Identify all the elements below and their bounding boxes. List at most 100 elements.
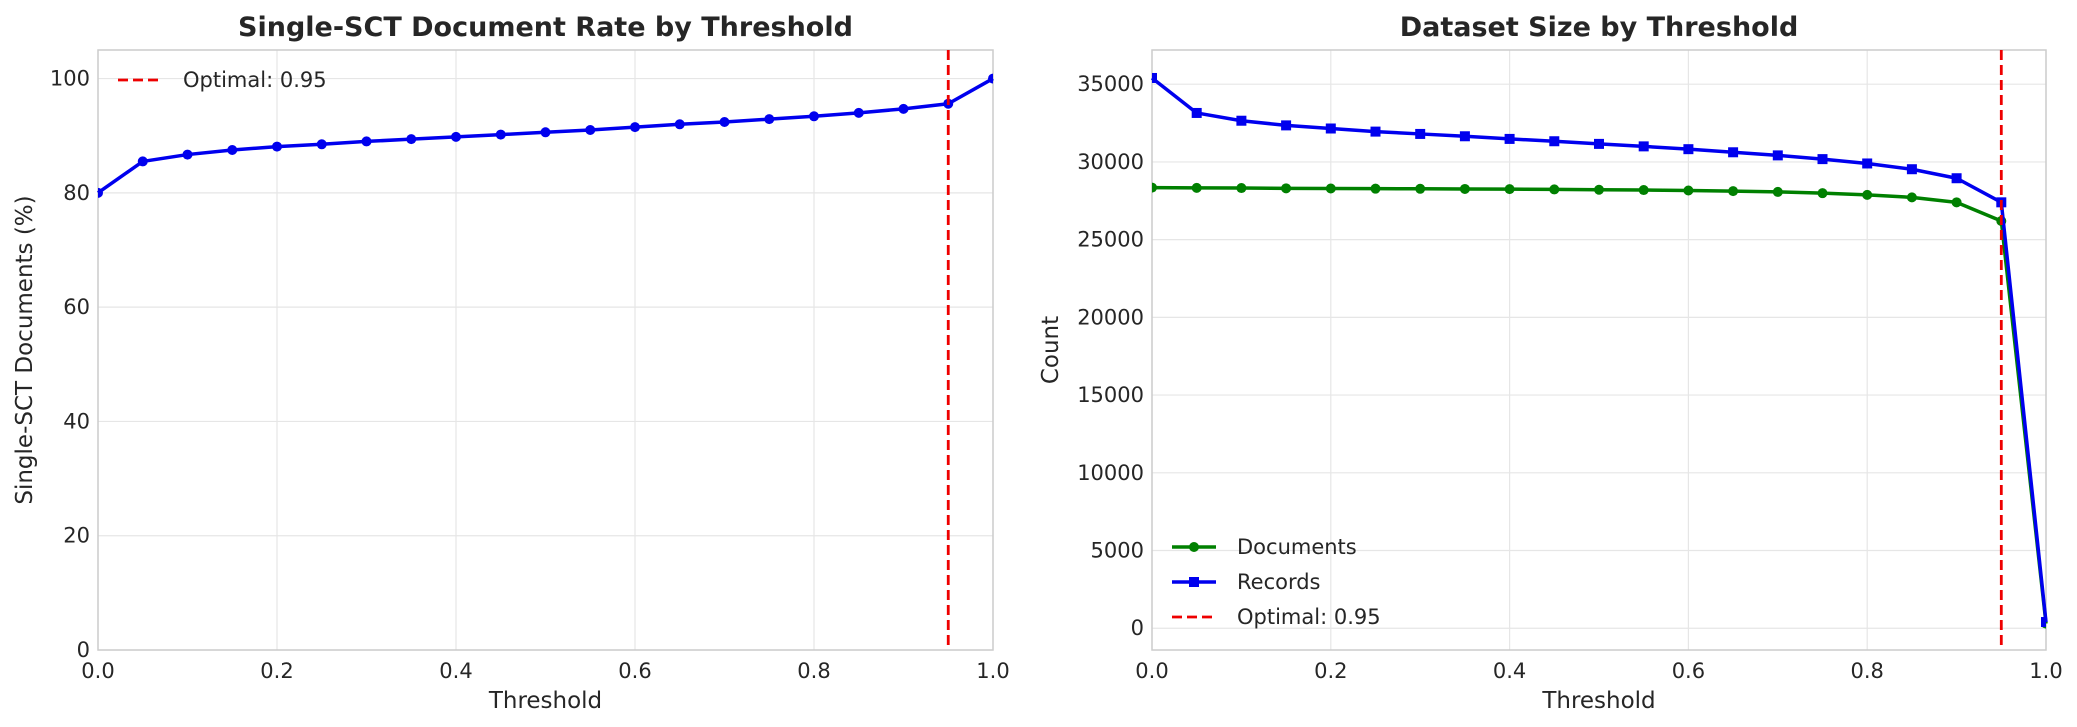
data-point xyxy=(1772,186,1783,197)
data-point xyxy=(227,145,238,155)
y-tick-label: 20 xyxy=(63,524,90,548)
x-tick-label: 0.6 xyxy=(618,659,651,683)
legend-label: Optimal: 0.95 xyxy=(1237,605,1381,629)
x-tick-label: 0.0 xyxy=(81,659,114,683)
data-point xyxy=(853,107,864,118)
x-tick-label: 0.2 xyxy=(1314,659,1347,683)
data-point xyxy=(1152,182,1157,193)
data-point xyxy=(1862,189,1873,200)
data-point xyxy=(1415,128,1426,139)
data-point xyxy=(1504,133,1515,144)
data-point xyxy=(1772,150,1783,161)
data-point xyxy=(1370,183,1381,194)
data-point xyxy=(1951,197,1962,208)
data-point xyxy=(451,131,461,142)
data-point xyxy=(630,122,640,133)
x-tick-label: 0.8 xyxy=(797,659,830,683)
x-tick-label: 1.0 xyxy=(2029,659,2062,683)
data-point xyxy=(1817,188,1828,199)
x-tick-label: 0.4 xyxy=(439,659,472,683)
data-point xyxy=(1817,154,1828,165)
x-tick-label: 0.2 xyxy=(260,659,293,683)
y-tick-label: 60 xyxy=(63,295,90,319)
legend-marker xyxy=(1189,542,1199,552)
y-tick-label: 80 xyxy=(63,181,90,205)
x-tick-label: 1.0 xyxy=(976,659,1009,683)
y-tick-label: 5000 xyxy=(1091,539,1144,563)
y-tick-label: 25000 xyxy=(1077,228,1144,252)
data-point xyxy=(540,127,551,138)
y-tick-label: 40 xyxy=(63,409,90,433)
chart-single-sct-rate: 0.0 0.2 0.4 0.6 0.8 1.0 0 20 40 60 80 100 Single-SCT… xyxy=(12,12,1010,714)
data-point xyxy=(1594,138,1604,149)
x-tick-label: 0.4 xyxy=(1493,659,1526,683)
data-point xyxy=(361,136,372,147)
legend-label: Records xyxy=(1237,570,1321,594)
y-tick-label: 10000 xyxy=(1077,461,1144,485)
data-point xyxy=(272,141,282,152)
y-tick-label: 30000 xyxy=(1077,150,1144,174)
legend-label: Optimal: 0.95 xyxy=(183,68,327,92)
data-point xyxy=(719,117,730,127)
data-point xyxy=(137,156,148,167)
data-point xyxy=(1638,185,1649,196)
plot-frame xyxy=(97,49,994,651)
y-tick-label: 100 xyxy=(50,67,90,91)
legend-label: Documents xyxy=(1237,535,1357,559)
data-point xyxy=(1191,182,1202,193)
data-point xyxy=(809,111,819,122)
data-point xyxy=(1683,185,1694,196)
data-point xyxy=(1281,120,1292,131)
data-point xyxy=(2041,617,2046,628)
data-point xyxy=(406,134,417,145)
data-point xyxy=(764,114,775,125)
chart-title: Dataset Size by Threshold xyxy=(1400,12,1799,43)
data-point xyxy=(1459,131,1470,142)
chart-title: Single-SCT Document Rate by Threshold xyxy=(238,12,853,43)
data-point xyxy=(1191,107,1202,118)
data-point xyxy=(1906,192,1917,203)
data-point xyxy=(182,149,193,160)
data-point xyxy=(98,187,103,198)
data-point xyxy=(1594,184,1604,195)
data-point xyxy=(1638,141,1649,152)
y-tick-label: 0 xyxy=(77,638,90,662)
data-point xyxy=(1415,183,1426,194)
data-point xyxy=(1236,183,1247,194)
data-point xyxy=(1281,183,1292,194)
y-tick-label: 15000 xyxy=(1077,383,1144,407)
data-point xyxy=(1683,144,1694,155)
data-point xyxy=(585,125,596,135)
data-point xyxy=(1728,186,1739,197)
x-tick-label: 0.0 xyxy=(1135,659,1168,683)
data-point xyxy=(898,103,909,114)
x-axis-label: Threshold xyxy=(488,688,602,714)
data-point xyxy=(1549,136,1560,147)
y-axis-label: Single-SCT Documents (%) xyxy=(12,195,38,504)
data-point xyxy=(1152,72,1157,83)
data-point xyxy=(1504,184,1515,195)
legend-marker xyxy=(1189,577,1199,587)
data-point xyxy=(1862,158,1873,169)
data-point xyxy=(988,73,993,84)
data-point xyxy=(316,139,327,150)
x-tick-label: 0.6 xyxy=(1672,659,1705,683)
data-point xyxy=(1459,183,1470,194)
x-tick-label: 0.8 xyxy=(1850,659,1883,683)
data-point xyxy=(1906,164,1917,175)
data-point xyxy=(1951,173,1962,184)
data-point xyxy=(1325,183,1336,194)
data-point xyxy=(674,119,685,130)
plot-frame xyxy=(1151,49,2047,651)
y-tick-label: 35000 xyxy=(1077,72,1144,96)
data-point xyxy=(1236,115,1247,126)
y-tick-label: 0 xyxy=(1131,616,1144,640)
data-point xyxy=(1549,184,1560,195)
chart-dataset-size: 0.0 0.2 0.4 0.6 0.8 1.0 0 5000 10000 15000 20000 25… xyxy=(1038,12,2063,714)
x-axis-label: Threshold xyxy=(1541,688,1655,714)
data-point xyxy=(1728,147,1739,158)
y-tick-label: 20000 xyxy=(1077,305,1144,329)
data-point xyxy=(495,129,506,140)
data-point xyxy=(1370,126,1381,137)
